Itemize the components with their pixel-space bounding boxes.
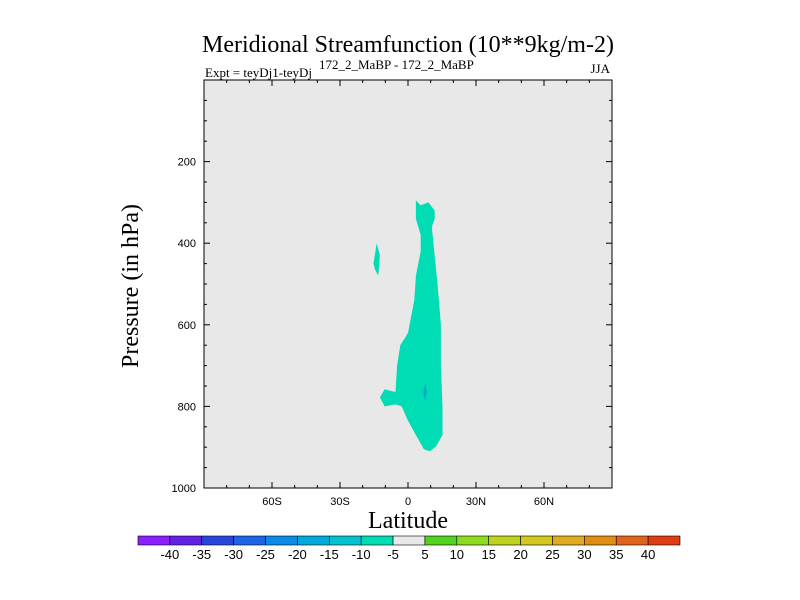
colorbar-box (647, 535, 681, 546)
colorbar-label: 25 (545, 547, 559, 562)
colorbar-box (488, 535, 521, 546)
colorbar-box (392, 535, 426, 546)
inner-negative-spot (423, 384, 427, 401)
colorbar-label: -30 (224, 547, 243, 562)
plot-area (203, 79, 613, 489)
y-axis-label: Pressure (in hPa) (118, 204, 144, 368)
colorbar-box (424, 535, 458, 546)
x-axis: 60S 30S 0 30N 60N (203, 80, 613, 508)
colorbar-box (520, 535, 553, 546)
colorbar-box (360, 535, 394, 546)
colorbar-box (265, 535, 298, 546)
colorbar-box (328, 535, 362, 546)
x-tick-label: 60S (262, 496, 282, 508)
main-negative-cell (379, 200, 443, 452)
x-tick-label: 0 (405, 496, 411, 508)
colorbar-box (552, 535, 585, 546)
colorbar: -40 -35 -30 -25 -20 -15 -10 -5 5 10 15 20 25 30 35 40 (137, 535, 681, 562)
colorbar-box (615, 535, 649, 546)
chart-title: Meridional Streamfunction (10**9kg/m-2) (202, 32, 614, 58)
colorbar-box (137, 535, 171, 546)
subtitle-super: 172_2_MaBP - 172_2_MaBP (319, 57, 474, 72)
y-tick-label: 600 (178, 320, 196, 332)
subtitle-right: JJA (590, 61, 610, 76)
y-axis: 200 400 600 800 1000 (172, 79, 612, 495)
x-tick-label: 60N (534, 496, 554, 508)
colorbar-label: 10 (450, 547, 464, 562)
colorbar-box (584, 535, 617, 546)
colorbar-box (169, 535, 203, 546)
x-tick-label: 30S (330, 496, 350, 508)
colorbar-label: -35 (192, 547, 211, 562)
colorbar-label: 30 (577, 547, 591, 562)
colorbar-box (233, 535, 266, 546)
x-axis-label: Latitude (368, 508, 448, 534)
colorbar-label: -40 (160, 547, 179, 562)
colorbar-label: -20 (288, 547, 307, 562)
colorbar-label: 35 (609, 547, 623, 562)
colorbar-box (456, 535, 490, 546)
plot-background (204, 80, 612, 488)
y-tick-label: 200 (178, 157, 196, 169)
colorbar-label: -25 (256, 547, 275, 562)
colorbar-label: 15 (481, 547, 495, 562)
y-tick-label: 400 (178, 238, 196, 250)
colorbar-label: -5 (387, 547, 399, 562)
x-tick-label: 30N (466, 496, 486, 508)
colorbar-label: -10 (352, 547, 371, 562)
colorbar-label: 40 (641, 547, 655, 562)
colorbar-label: -15 (320, 547, 339, 562)
colorbar-box (297, 535, 330, 546)
y-tick-label: 800 (178, 401, 196, 413)
colorbar-box (201, 535, 234, 546)
y-tick-label: 1000 (172, 483, 196, 495)
colorbar-label: 5 (421, 547, 428, 562)
colorbar-label: 20 (513, 547, 527, 562)
subtitle-left: Expt = teyDj1-teyDj (205, 65, 312, 80)
small-negative-cell (373, 243, 380, 276)
